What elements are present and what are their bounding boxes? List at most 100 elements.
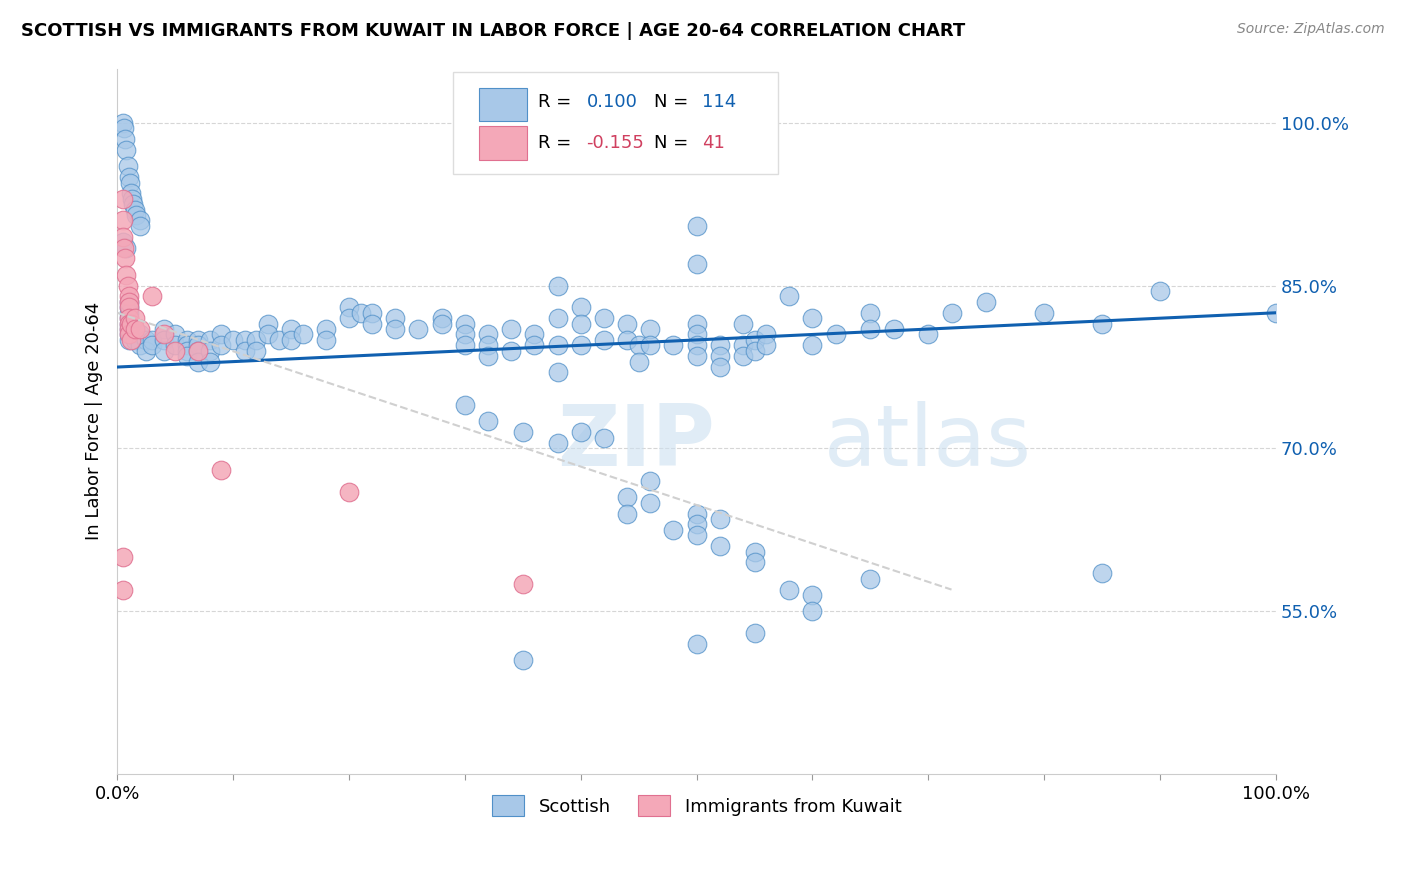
- Point: [349, 306, 371, 320]
- Text: Source: ZipAtlas.com: Source: ZipAtlas.com: [1237, 22, 1385, 37]
- Point: [120, 186, 142, 201]
- Point: [112, 241, 135, 255]
- Point: [124, 311, 146, 326]
- Point: [616, 491, 638, 505]
- Point: [917, 327, 939, 342]
- Point: [187, 354, 209, 368]
- Point: [211, 338, 233, 352]
- Point: [454, 338, 477, 352]
- Point: [731, 349, 754, 363]
- Point: [256, 327, 278, 342]
- Point: [187, 343, 209, 358]
- Point: [547, 366, 569, 380]
- Point: [638, 474, 661, 488]
- Point: [709, 539, 731, 553]
- Point: [118, 322, 141, 336]
- Point: [709, 349, 731, 363]
- Text: -0.155: -0.155: [586, 134, 644, 152]
- Point: [801, 588, 824, 602]
- Point: [709, 512, 731, 526]
- Point: [114, 252, 136, 266]
- Point: [547, 278, 569, 293]
- Point: [118, 301, 141, 315]
- Point: [141, 289, 163, 303]
- Point: [269, 333, 291, 347]
- Point: [337, 311, 360, 326]
- Point: [616, 507, 638, 521]
- Point: [778, 582, 800, 597]
- Point: [824, 327, 846, 342]
- Point: [685, 327, 707, 342]
- Text: ZIP: ZIP: [558, 401, 716, 484]
- Point: [165, 343, 187, 358]
- Point: [280, 322, 302, 336]
- Point: [118, 306, 141, 320]
- Point: [198, 354, 221, 368]
- Point: [129, 327, 152, 342]
- Point: [547, 338, 569, 352]
- Point: [616, 317, 638, 331]
- Point: [118, 317, 141, 331]
- Point: [454, 317, 477, 331]
- Point: [152, 327, 174, 342]
- Point: [129, 322, 152, 336]
- Point: [1033, 306, 1056, 320]
- FancyBboxPatch shape: [453, 72, 778, 174]
- Point: [501, 343, 523, 358]
- Point: [118, 322, 141, 336]
- Text: atlas: atlas: [824, 401, 1032, 484]
- Point: [129, 219, 152, 233]
- Point: [118, 170, 141, 185]
- Point: [685, 338, 707, 352]
- Point: [124, 322, 146, 336]
- Point: [592, 431, 614, 445]
- Point: [118, 333, 141, 347]
- Point: [118, 327, 141, 342]
- Point: [627, 354, 650, 368]
- Point: [245, 333, 267, 347]
- Point: [778, 289, 800, 303]
- Point: [454, 398, 477, 412]
- Point: [152, 333, 174, 347]
- Point: [135, 343, 157, 358]
- Point: [198, 333, 221, 347]
- Point: [638, 322, 661, 336]
- Point: [120, 317, 142, 331]
- Point: [211, 463, 233, 477]
- Point: [211, 327, 233, 342]
- Point: [280, 333, 302, 347]
- Point: [731, 338, 754, 352]
- Point: [361, 317, 384, 331]
- Point: [141, 338, 163, 352]
- Point: [120, 333, 142, 347]
- Point: [547, 311, 569, 326]
- Point: [187, 333, 209, 347]
- Point: [547, 436, 569, 450]
- Point: [685, 528, 707, 542]
- Point: [337, 484, 360, 499]
- Point: [117, 278, 139, 293]
- Point: [315, 333, 337, 347]
- Y-axis label: In Labor Force | Age 20-64: In Labor Force | Age 20-64: [86, 302, 103, 541]
- Point: [523, 327, 546, 342]
- Point: [1149, 284, 1171, 298]
- Point: [430, 317, 453, 331]
- Point: [569, 301, 592, 315]
- Point: [118, 289, 141, 303]
- Point: [165, 338, 187, 352]
- Point: [165, 327, 187, 342]
- Point: [118, 311, 141, 326]
- Point: [592, 333, 614, 347]
- Point: [512, 577, 534, 591]
- Point: [115, 268, 138, 282]
- Point: [731, 317, 754, 331]
- Point: [114, 132, 136, 146]
- Point: [111, 213, 134, 227]
- Point: [124, 322, 146, 336]
- Point: [1091, 566, 1114, 581]
- Point: [709, 359, 731, 374]
- Point: [883, 322, 905, 336]
- Point: [176, 338, 198, 352]
- Point: [744, 343, 766, 358]
- Point: [233, 343, 256, 358]
